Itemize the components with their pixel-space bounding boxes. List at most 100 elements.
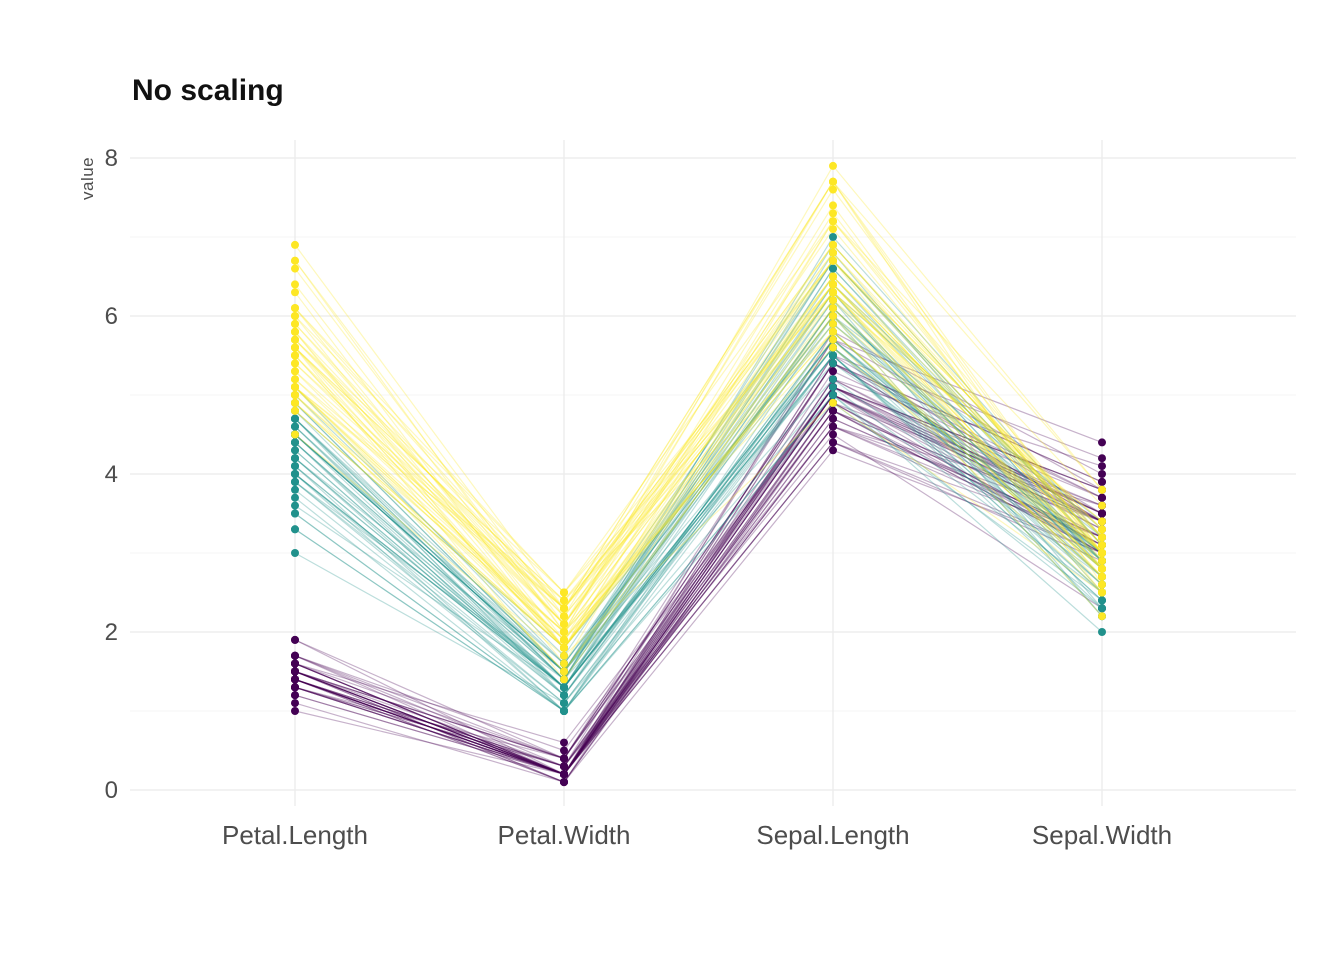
data-line-yellow (294, 259, 1103, 610)
data-line-yellow (294, 220, 1103, 665)
data-line-teal (294, 283, 1103, 673)
y-tick-label: 4 (105, 461, 118, 488)
data-point-teal (291, 501, 299, 510)
data-line-teal (294, 235, 1103, 681)
data-point-purple (1098, 470, 1106, 478)
data-line-teal (294, 267, 1103, 681)
data-point-teal (291, 462, 299, 471)
data-point-teal (291, 525, 299, 534)
data-line-purple (294, 362, 1103, 775)
data-line-teal (294, 354, 1103, 689)
data-line-teal (294, 259, 1103, 673)
data-point-yellow (829, 240, 837, 249)
data-line-yellow (294, 307, 1103, 681)
data-point-teal (829, 264, 837, 273)
data-line-teal (294, 307, 1103, 697)
data-line-purple (294, 394, 1103, 775)
data-point-yellow (291, 312, 299, 320)
data-line-teal (294, 315, 1103, 665)
data-point-yellow (829, 185, 837, 194)
data-point-yellow (560, 596, 568, 605)
data-point-teal (291, 422, 299, 431)
data-point-teal (291, 414, 299, 423)
data-line-teal (294, 299, 1103, 673)
data-line-yellow (294, 180, 1103, 634)
y-tick-label: 6 (105, 303, 118, 330)
data-point-purple (291, 635, 299, 644)
data-point-yellow (1098, 525, 1106, 534)
data-point-yellow (291, 383, 299, 392)
data-line-purple (294, 378, 1103, 783)
data-point-purple (291, 691, 299, 700)
data-point-purple (560, 746, 568, 755)
data-point-yellow (291, 327, 299, 336)
data-line-teal (294, 346, 1103, 689)
data-point-purple (829, 430, 837, 439)
data-line-teal (294, 315, 1103, 665)
data-line-teal (294, 307, 1103, 681)
data-point-teal (291, 509, 299, 518)
data-line-purple (294, 402, 1103, 775)
data-line-purple (294, 417, 1103, 775)
data-line-yellow (294, 315, 1103, 649)
y-tick-label: 0 (105, 777, 118, 804)
data-point-yellow (560, 635, 568, 644)
data-point-yellow (829, 217, 837, 226)
data-point-yellow (829, 319, 837, 328)
data-point-yellow (1098, 564, 1106, 573)
data-point-purple (829, 422, 837, 431)
data-line-yellow (294, 188, 1103, 626)
data-line-purple (294, 394, 1103, 775)
data-point-yellow (560, 675, 568, 684)
data-point-yellow (291, 406, 299, 415)
data-point-yellow (829, 225, 837, 234)
data-point-yellow (829, 288, 837, 297)
data-line-yellow (294, 212, 1103, 649)
data-point-yellow (829, 398, 837, 407)
data-line-yellow (294, 259, 1103, 602)
data-line-yellow (294, 330, 1103, 641)
data-point-purple (829, 367, 837, 376)
data-point-yellow (291, 264, 299, 273)
data-point-yellow (291, 375, 299, 384)
data-point-yellow (1098, 580, 1106, 589)
data-line-purple (294, 386, 1103, 760)
data-line-yellow (294, 228, 1103, 626)
data-point-purple (560, 754, 568, 763)
data-line-teal (294, 299, 1103, 689)
data-line-yellow (294, 180, 1103, 618)
data-point-teal (1098, 604, 1106, 613)
data-line-yellow (294, 180, 1103, 610)
data-point-yellow (1098, 485, 1106, 494)
data-point-yellow (1098, 612, 1106, 621)
data-point-yellow (291, 288, 299, 297)
data-line-yellow (294, 275, 1103, 633)
data-line-yellow (294, 220, 1103, 594)
data-line-purple (294, 354, 1103, 775)
data-line-teal (294, 291, 1103, 673)
data-line-yellow (294, 220, 1103, 649)
data-line-teal (294, 275, 1103, 673)
data-line-teal (294, 386, 1103, 704)
data-line-yellow (294, 251, 1103, 626)
data-point-purple (1098, 438, 1106, 447)
data-point-teal (560, 683, 568, 692)
data-point-yellow (829, 201, 837, 210)
data-line-purple (294, 410, 1103, 775)
data-point-teal (291, 485, 299, 494)
data-point-yellow (291, 391, 299, 399)
data-line-purple (294, 417, 1103, 775)
data-line-teal (294, 346, 1103, 673)
data-line-yellow (294, 180, 1103, 610)
data-point-yellow (291, 319, 299, 328)
data-line-purple (294, 410, 1103, 768)
data-line-purple (294, 362, 1103, 760)
data-line-purple (294, 362, 1103, 760)
data-point-teal (829, 233, 837, 241)
data-line-yellow (294, 243, 1103, 610)
data-point-teal (560, 691, 568, 700)
data-line-purple (294, 386, 1103, 752)
data-point-yellow (829, 161, 837, 170)
data-line-purple (294, 394, 1103, 775)
